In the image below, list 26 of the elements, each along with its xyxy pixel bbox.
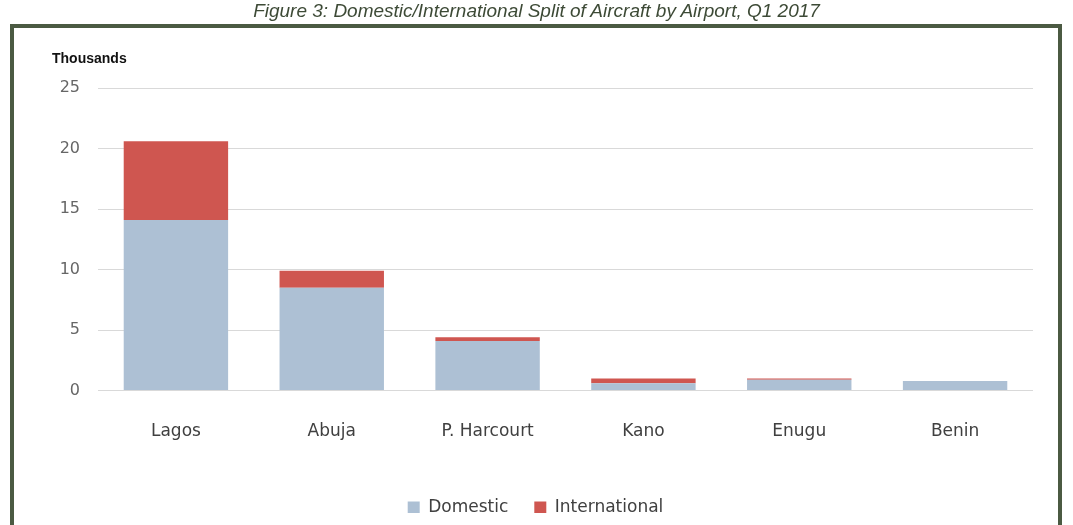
bar xyxy=(747,379,852,391)
x-tick-label: P. Harcourt xyxy=(441,420,535,441)
x-tick-label: Abuja xyxy=(307,420,356,441)
bar xyxy=(591,383,696,391)
legend-label: International xyxy=(554,495,664,516)
bar xyxy=(279,287,384,391)
chart-title: Figure 3: Domestic/International Split of Aircraft by Airport, Q1 2017 xyxy=(252,0,822,22)
y-tick-label: 15 xyxy=(59,198,80,218)
y-tick-label: 20 xyxy=(59,137,80,157)
y-tick-label: 5 xyxy=(69,319,80,339)
y-tick-label: 10 xyxy=(59,258,80,278)
bar xyxy=(435,337,540,341)
bar xyxy=(123,141,229,220)
x-tick-label: Benin xyxy=(930,420,980,441)
x-tick-label: Lagos xyxy=(150,420,202,441)
bar xyxy=(591,378,696,384)
bar xyxy=(279,270,384,288)
bar xyxy=(123,219,229,391)
x-tick-label: Kano xyxy=(622,420,665,441)
x-tick-label: Enugu xyxy=(772,420,827,441)
bar xyxy=(902,380,1008,391)
legend-label: Domestic xyxy=(428,495,509,516)
bar xyxy=(435,340,540,391)
y-tick-label: 25 xyxy=(59,77,80,97)
y-tick-label: 0 xyxy=(69,379,80,399)
y-axis-title: Thousands xyxy=(52,50,127,66)
